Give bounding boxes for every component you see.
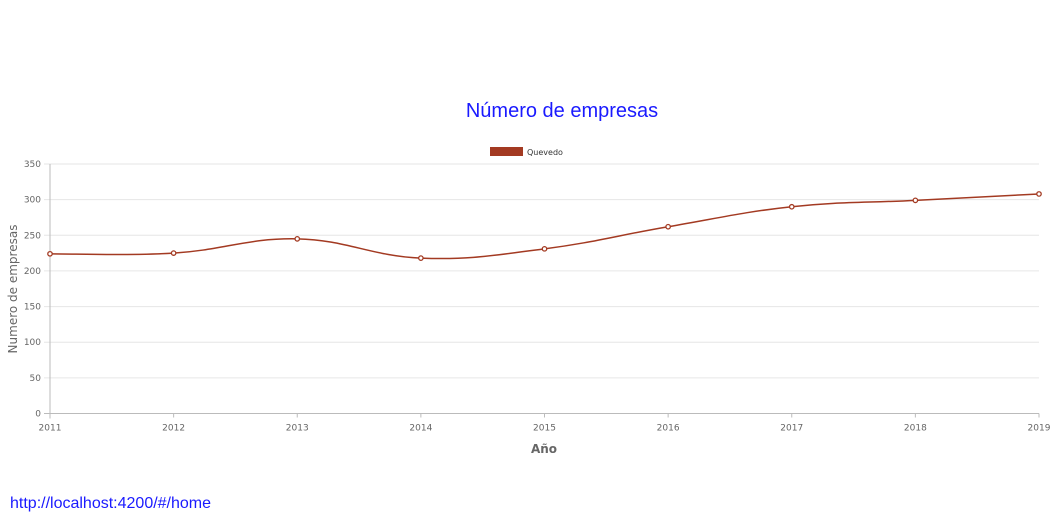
y-tick-label: 100 bbox=[24, 338, 41, 348]
y-tick-label: 200 bbox=[24, 267, 41, 277]
x-tick-label: 2011 bbox=[39, 424, 62, 434]
gridlines bbox=[44, 163, 1039, 414]
x-tick-label: 2016 bbox=[657, 424, 680, 434]
data-point[interactable] bbox=[541, 245, 548, 252]
x-tick-label: 2017 bbox=[780, 424, 803, 434]
data-point[interactable] bbox=[788, 203, 795, 210]
footer-url-link[interactable]: http://localhost:4200/#/home bbox=[10, 495, 212, 512]
legend-label[interactable]: Quevedo bbox=[527, 148, 563, 157]
x-tick-label: 2013 bbox=[286, 424, 309, 434]
y-tick-label: 0 bbox=[35, 410, 41, 420]
data-point[interactable] bbox=[47, 250, 53, 257]
x-tick-label: 2019 bbox=[1028, 424, 1051, 434]
y-tick-label: 350 bbox=[24, 160, 41, 170]
x-tick-label: 2014 bbox=[409, 424, 432, 434]
x-tick-label: 2012 bbox=[162, 424, 185, 434]
legend-swatch[interactable] bbox=[490, 147, 523, 156]
x-axis-title: Año bbox=[531, 442, 557, 456]
y-tick-label: 150 bbox=[24, 303, 41, 313]
chart-title: Número de empresas bbox=[465, 100, 659, 122]
x-tick-label: 2015 bbox=[533, 424, 556, 434]
y-axis-title: Numero de empresas bbox=[6, 225, 20, 354]
axes bbox=[49, 164, 1039, 419]
y-axis-ticks: 0 50 100 150 200 250 300 350 bbox=[24, 160, 41, 420]
data-point[interactable] bbox=[912, 197, 919, 204]
y-tick-label: 50 bbox=[30, 374, 42, 384]
series-layer bbox=[47, 191, 1042, 261]
data-point[interactable] bbox=[294, 236, 301, 242]
y-tick-label: 250 bbox=[24, 231, 41, 241]
data-point[interactable] bbox=[418, 255, 424, 261]
x-axis-ticks: 2011 2012 2013 2014 2015 2016 2017 2018 2019 bbox=[39, 413, 1051, 434]
data-point[interactable] bbox=[170, 250, 177, 256]
data-point[interactable] bbox=[665, 223, 671, 230]
legend[interactable]: Quevedo bbox=[490, 147, 563, 157]
x-tick-label: 2018 bbox=[904, 424, 927, 434]
data-point[interactable] bbox=[1036, 191, 1042, 197]
y-tick-label: 300 bbox=[24, 196, 41, 206]
